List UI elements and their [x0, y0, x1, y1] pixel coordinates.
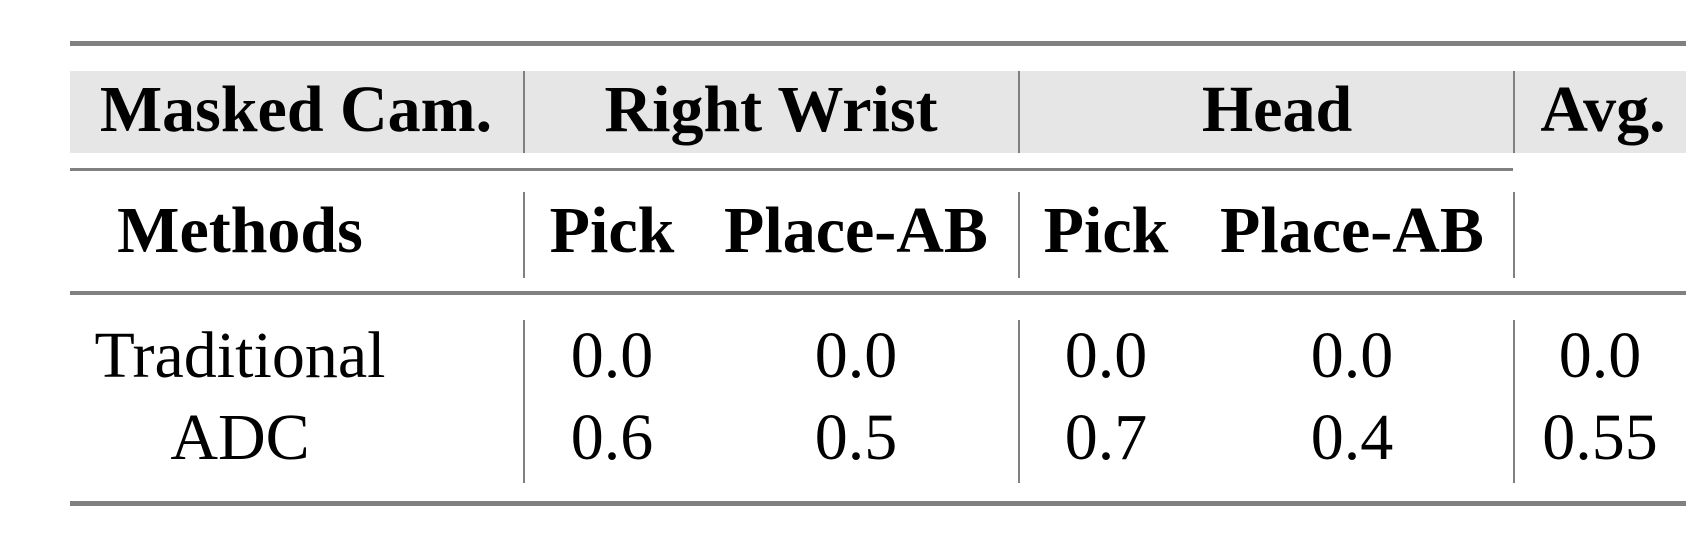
header-pick: Pick: [1043, 194, 1169, 267]
divider: [523, 71, 525, 153]
cell: 0.7: [1064, 401, 1148, 474]
header-avg: Avg.: [1540, 73, 1666, 146]
cell: 0.0: [1064, 319, 1148, 392]
divider: [1018, 71, 1020, 153]
cmid-rule: [70, 168, 1513, 171]
divider: [523, 320, 525, 483]
cell: 0.5: [814, 401, 898, 474]
header-band: [70, 71, 1686, 153]
header-right-wrist: Right Wrist: [604, 73, 938, 146]
header-place-ab: Place-AB: [1220, 194, 1484, 267]
divider: [523, 192, 525, 278]
cell: 0.55: [1542, 401, 1658, 474]
mid-rule: [70, 291, 1686, 295]
divider: [1513, 192, 1515, 278]
cell: 0.6: [570, 401, 654, 474]
cell: 0.4: [1310, 401, 1394, 474]
cell: 0.0: [570, 319, 654, 392]
divider: [1513, 71, 1515, 153]
divider: [1513, 320, 1515, 483]
bottom-rule: [70, 501, 1686, 506]
row-method: ADC: [170, 401, 310, 474]
header-head: Head: [1201, 73, 1353, 146]
header-masked-cam: Masked Cam.: [99, 73, 493, 146]
header-methods: Methods: [117, 194, 363, 267]
header-pick: Pick: [549, 194, 675, 267]
cell: 0.0: [814, 319, 898, 392]
row-method: Traditional: [94, 319, 386, 392]
divider: [1018, 192, 1020, 278]
divider: [1018, 320, 1020, 483]
top-rule: [70, 41, 1686, 46]
cell: 0.0: [1558, 319, 1642, 392]
cell: 0.0: [1310, 319, 1394, 392]
header-place-ab: Place-AB: [724, 194, 988, 267]
